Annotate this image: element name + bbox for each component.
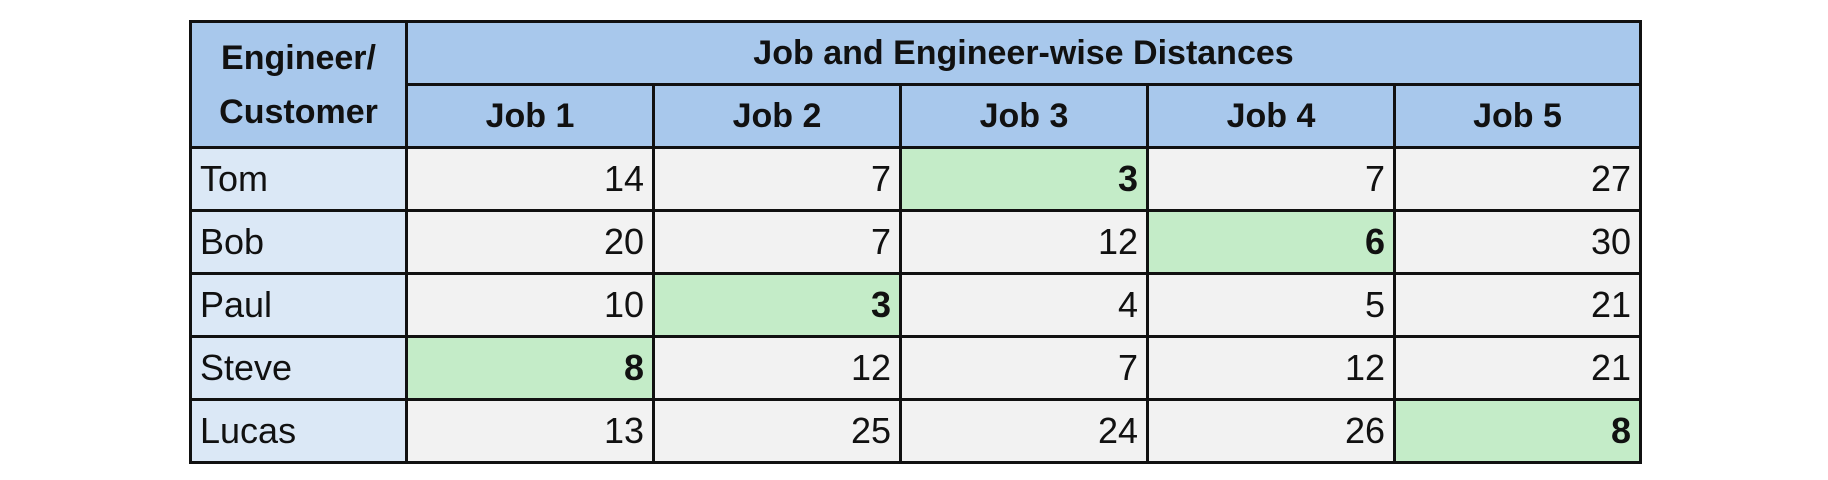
distance-cell: 20 (405, 209, 655, 275)
distance-cell: 7 (1146, 146, 1396, 212)
distance-cell: 14 (405, 146, 655, 212)
distance-cell: 7 (899, 335, 1149, 401)
distance-cell-highlighted: 8 (405, 335, 655, 401)
distance-cell: 13 (405, 398, 655, 464)
distance-cell: 10 (405, 272, 655, 338)
engineer-name: Paul (189, 272, 408, 338)
job-header-3: Job 3 (899, 83, 1149, 149)
distance-cell: 12 (1146, 335, 1396, 401)
distance-cell: 7 (652, 146, 902, 212)
engineer-name: Bob (189, 209, 408, 275)
distance-cell: 30 (1393, 209, 1642, 275)
distance-cell: 25 (652, 398, 902, 464)
engineer-name: Lucas (189, 398, 408, 464)
distance-cell: 26 (1146, 398, 1396, 464)
job-header-4: Job 4 (1146, 83, 1396, 149)
job-header-1: Job 1 (405, 83, 655, 149)
table-body: Tom 14 7 3 7 27 Bob 20 7 12 6 30 Paul 10 3 4 5 21 Steve 8 12… (189, 146, 1642, 464)
distance-cell-highlighted: 3 (899, 146, 1149, 212)
distance-cell: 12 (652, 335, 902, 401)
job-header-row: Job 1 Job 2 Job 3 Job 4 Job 5 (191, 83, 1642, 149)
distance-cell-highlighted: 6 (1146, 209, 1396, 275)
distance-cell: 7 (652, 209, 902, 275)
job-header-5: Job 5 (1393, 83, 1642, 149)
distance-cell-highlighted: 3 (652, 272, 902, 338)
distance-cell: 5 (1146, 272, 1396, 338)
distance-table: Engineer/ Customer Job and Engineer-wise… (189, 20, 1642, 464)
corner-header-line1: Engineer/ (221, 38, 376, 77)
engineer-name: Tom (189, 146, 408, 212)
table-row: Bob 20 7 12 6 30 (189, 209, 1642, 275)
distance-cell: 12 (899, 209, 1149, 275)
table-row: Lucas 13 25 24 26 8 (189, 398, 1642, 464)
distance-cell: 27 (1393, 146, 1642, 212)
corner-header: Engineer/ Customer (189, 20, 408, 149)
table-row: Tom 14 7 3 7 27 (189, 146, 1642, 212)
distance-cell: 21 (1393, 335, 1642, 401)
table-row: Paul 10 3 4 5 21 (189, 272, 1642, 338)
distance-cell: 24 (899, 398, 1149, 464)
table-row: Steve 8 12 7 12 21 (189, 335, 1642, 401)
distance-cell-highlighted: 8 (1393, 398, 1642, 464)
corner-header-line2: Customer (219, 92, 378, 131)
job-header-2: Job 2 (652, 83, 902, 149)
distance-cell: 4 (899, 272, 1149, 338)
engineer-name: Steve (189, 335, 408, 401)
table-title: Job and Engineer-wise Distances (405, 20, 1642, 86)
distance-cell: 21 (1393, 272, 1642, 338)
